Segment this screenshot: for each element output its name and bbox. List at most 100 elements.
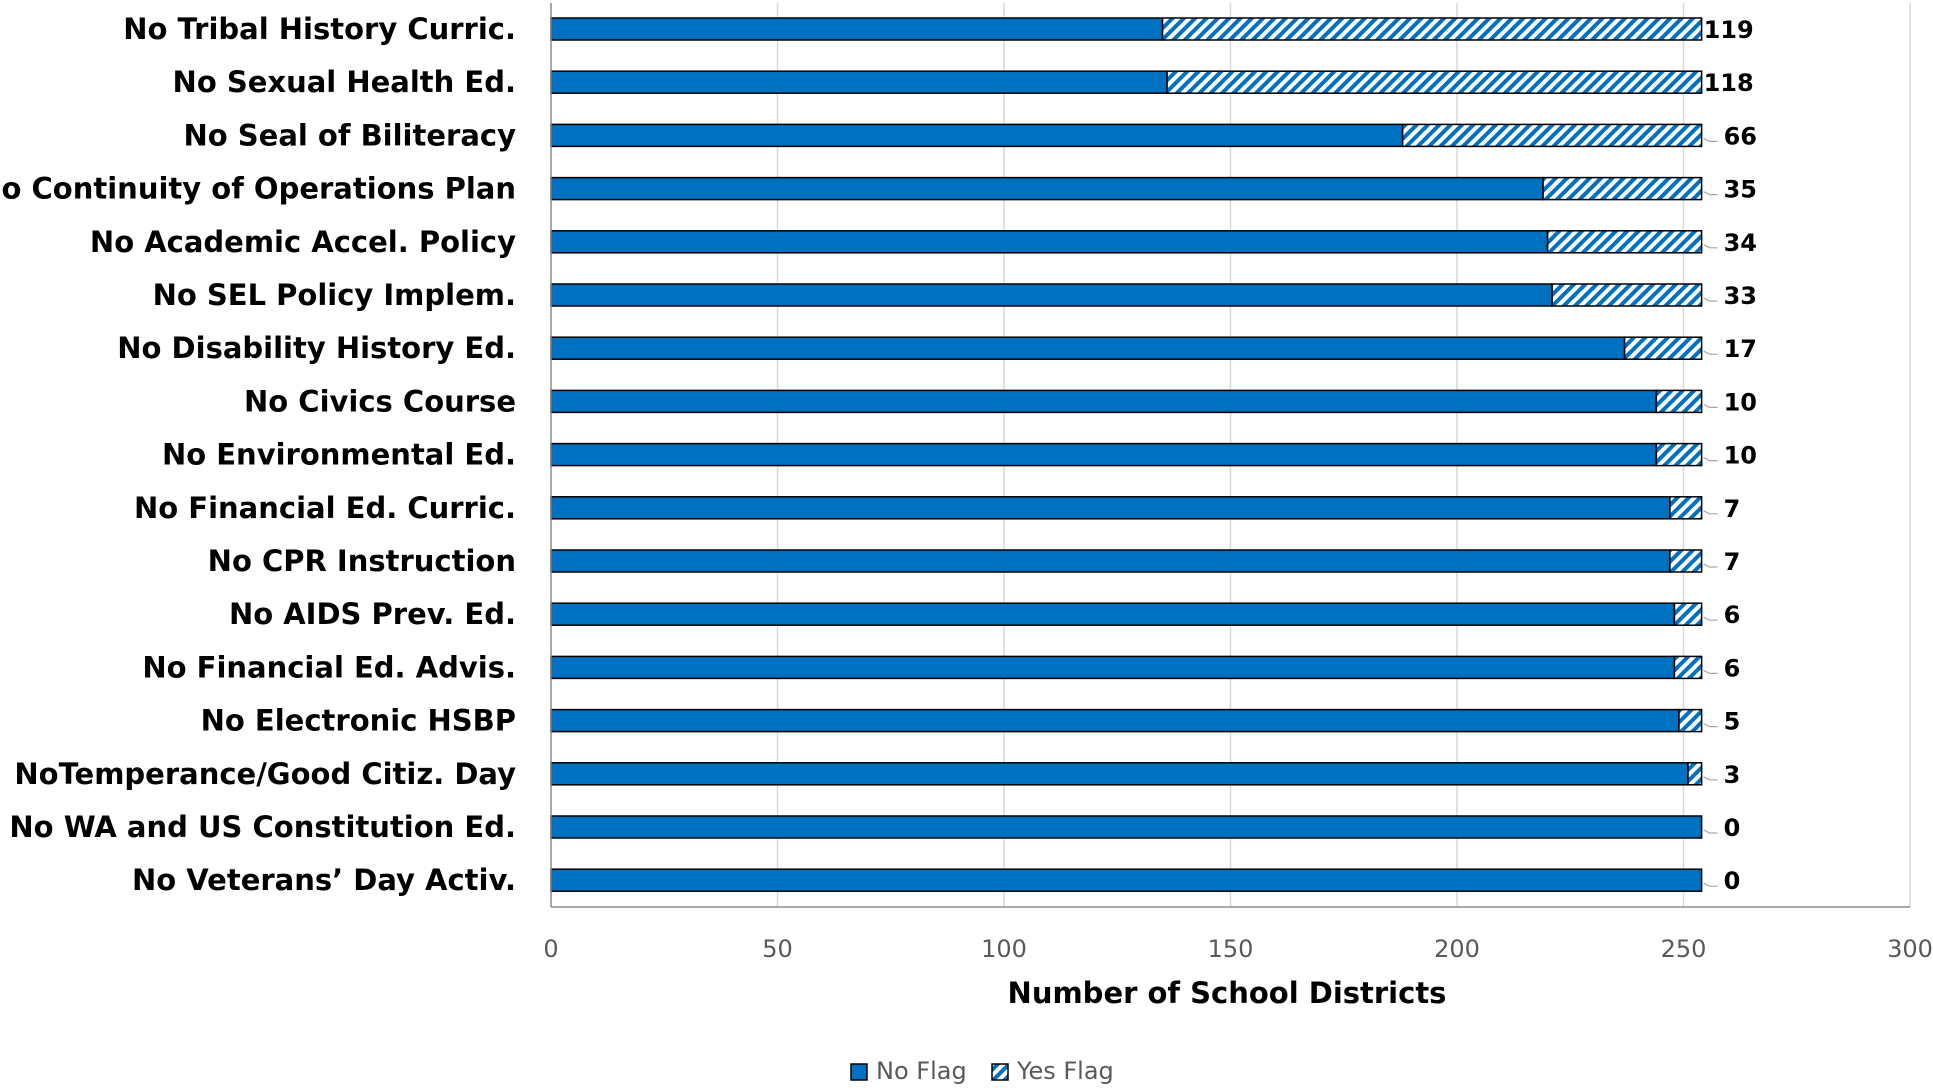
data-label: 6 [1724,601,1741,629]
x-tick-label: 200 [1434,935,1480,963]
category-label: No Sexual Health Ed. [173,65,516,99]
category-label: No Continuity of Operations Plan [0,172,516,206]
bar-no-flag [550,602,1676,626]
legend-swatch-no-flag [850,1063,868,1081]
data-label: 0 [1724,867,1741,895]
bar-no-flag [550,176,1544,201]
legend-label-no-flag: No Flag [876,1057,967,1084]
data-label: 66 [1724,122,1757,150]
category-label: No Financial Ed. Curric. [134,491,516,525]
data-label-leader [1703,776,1718,781]
bar-no-flag [550,283,1553,307]
category-label: No Veterans’ Day Activ. [132,863,516,897]
bar-yes-flag [1669,496,1703,520]
data-label-leader [1703,457,1718,462]
bar-no-flag [550,655,1676,680]
data-label-leader [1703,137,1718,142]
category-label: No Tribal History Curric. [123,12,516,46]
data-label-leader [1703,882,1718,887]
category-label: No WA and US Constitution Ed. [9,810,516,844]
bar-no-flag [550,549,1671,573]
bar-yes-flag [1623,336,1703,360]
bar-yes-flag [1551,283,1703,307]
bars [550,17,1703,892]
data-label-leader [1703,669,1718,674]
data-label: 17 [1724,335,1757,363]
category-label: No CPR Instruction [208,544,516,578]
bar-no-flag [550,17,1164,41]
category-label: No Financial Ed. Advis. [142,650,516,684]
legend: No Flag Yes Flag [850,1057,1114,1085]
bar-yes-flag [1669,549,1703,573]
data-label-leader [1703,563,1718,568]
data-label-leader [1703,350,1718,355]
bar-no-flag [550,123,1404,148]
x-tick-label: 50 [762,935,793,963]
bar-no-flag [550,442,1658,467]
x-tick-label: 300 [1887,935,1933,963]
category-label: No Disability History Ed. [117,331,516,365]
data-label: 35 [1724,176,1757,204]
bar-no-flag [550,762,1689,786]
bar-yes-flag [1655,442,1703,467]
bar-yes-flag [1546,230,1703,254]
bar-no-flag [550,389,1658,414]
bar-no-flag [550,815,1703,839]
x-tick-label: 100 [981,935,1027,963]
data-label-leader [1703,244,1718,249]
bar-no-flag [550,496,1671,520]
data-label: 33 [1724,282,1757,310]
x-tick-label: 0 [543,935,558,963]
category-label: No Academic Accel. Policy [90,225,516,259]
data-label-leader [1703,297,1718,302]
category-labels: No Tribal History Curric. No Sexual Healt… [0,12,516,897]
data-label-leader [1703,723,1718,728]
bar-no-flag [550,230,1549,254]
data-label: 0 [1724,814,1741,842]
data-label: 119 [1704,16,1754,44]
data-label: 10 [1724,442,1757,470]
bar-yes-flag [1166,70,1703,94]
data-label-leader [1703,191,1718,196]
x-tick-label: 250 [1661,935,1707,963]
bar-yes-flag [1673,655,1703,680]
category-label: No Seal of Biliteracy [183,118,516,152]
axes: 0 50 100 150 200 250 300 [543,3,1933,963]
legend-swatch-yes-flag [991,1063,1009,1081]
legend-label-yes-flag: Yes Flag [1016,1057,1114,1084]
bar-yes-flag [1655,389,1703,414]
data-label-leader [1703,616,1718,621]
category-label: NoTemperance/Good Citiz. Day [14,757,516,791]
bar-yes-flag [1542,176,1703,201]
category-label: No Civics Course [244,384,516,418]
data-label-leader [1703,510,1718,515]
data-label: 5 [1724,708,1741,736]
data-label: 6 [1724,654,1741,682]
bar-yes-flag [1401,123,1703,148]
x-tick-label: 150 [1208,935,1254,963]
data-label: 7 [1724,548,1741,576]
bar-yes-flag [1687,762,1703,786]
bar-no-flag [550,336,1626,360]
bar-yes-flag [1673,602,1703,626]
category-label: No Electronic HSBP [201,704,516,738]
category-label: No Environmental Ed. [162,438,516,472]
x-axis-title: Number of School Districts [1008,976,1447,1010]
data-label: 118 [1704,69,1754,97]
data-label: 10 [1724,388,1757,416]
data-label: 7 [1724,495,1741,523]
data-label-leader [1703,829,1718,834]
category-label: No SEL Policy Implem. [153,278,516,312]
bar-yes-flag [1678,708,1703,733]
data-label: 3 [1724,761,1741,789]
data-label: 34 [1724,229,1757,257]
category-label: No AIDS Prev. Ed. [229,597,516,631]
bar-yes-flag [1161,17,1703,41]
bar-no-flag [550,868,1703,892]
data-label-leader [1703,403,1718,408]
bar-no-flag [550,70,1168,94]
bar-no-flag [550,708,1680,733]
